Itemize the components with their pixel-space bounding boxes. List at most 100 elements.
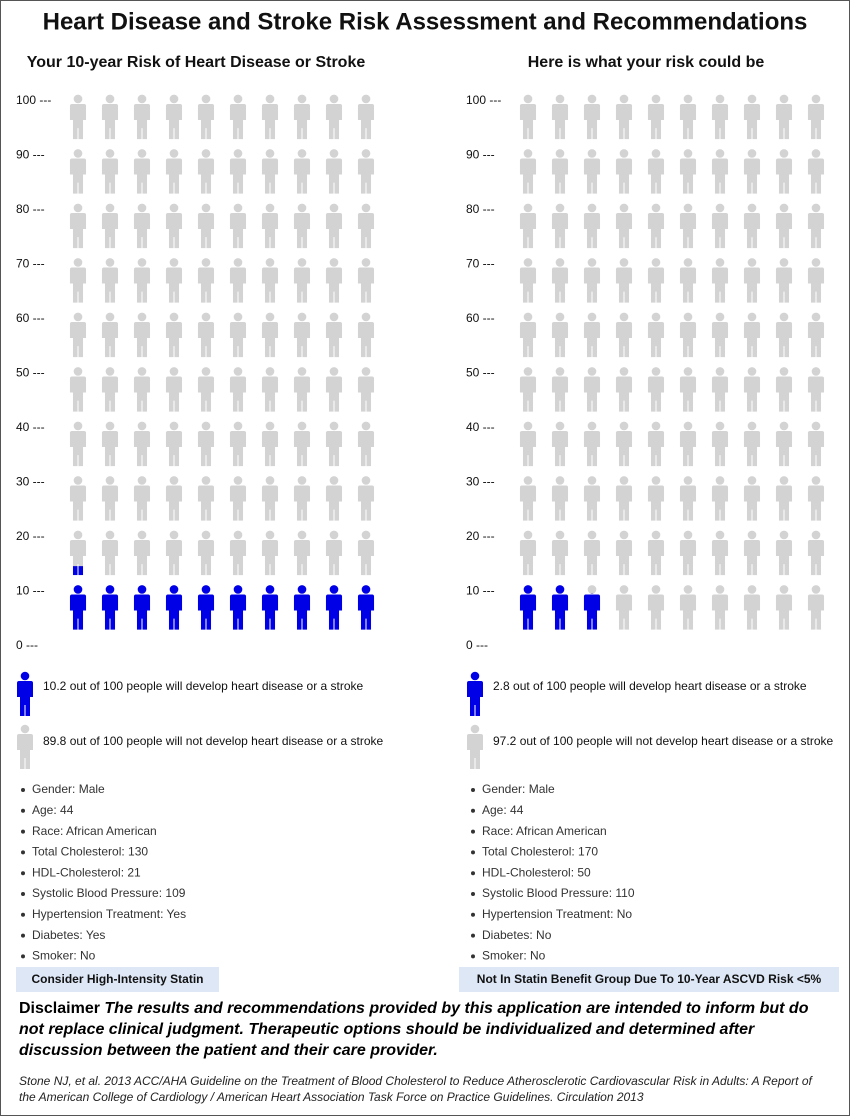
icon-body [325, 321, 343, 358]
icon-head [683, 312, 693, 322]
icon-body [133, 321, 151, 358]
icon-body [647, 158, 665, 194]
icon-head [73, 476, 83, 485]
icon-body [197, 539, 215, 576]
person-icon [711, 149, 729, 194]
icon-body [165, 594, 183, 630]
person-icon [101, 421, 119, 467]
person-icon [551, 94, 569, 140]
legend-label: 10.2 out of 100 people will develop hear… [43, 679, 364, 693]
icon-body [325, 158, 343, 194]
icon-head [587, 258, 597, 267]
person-icon [583, 258, 601, 303]
icon-head [233, 94, 243, 104]
icon-body [293, 594, 311, 630]
icon-body [679, 594, 697, 630]
icon-body [807, 376, 825, 412]
person-icon [101, 476, 119, 521]
person-icon [743, 421, 761, 467]
icon-body [551, 430, 569, 467]
icon-head [297, 476, 307, 485]
icon-head [233, 149, 243, 158]
icon-head [747, 94, 757, 104]
icon-body [807, 267, 825, 303]
icon-head [233, 530, 243, 540]
icon-head [779, 530, 789, 540]
icon-body [679, 321, 697, 358]
person-icon [101, 149, 119, 194]
icon-head [555, 258, 565, 267]
icon-body [261, 376, 279, 412]
icon-body [711, 321, 729, 358]
person-icon [72, 566, 84, 576]
y-tick-label: 40 --- [466, 420, 495, 434]
icon-head [811, 476, 821, 485]
icon-head [747, 367, 757, 376]
icon-head [361, 258, 371, 267]
icon-body [615, 594, 633, 630]
icon-head [137, 203, 147, 213]
icon-body [647, 267, 665, 303]
person-icon [229, 203, 247, 249]
person-icon [357, 94, 375, 140]
icon-body [293, 158, 311, 194]
icon-head [329, 94, 339, 104]
icon-body [69, 321, 87, 358]
person-icon [519, 312, 537, 358]
icon-head [169, 203, 179, 213]
icon-body [325, 594, 343, 630]
disclaimer-text: The results and recommendations provided… [19, 1000, 809, 1059]
person-icon [775, 203, 793, 249]
y-tick-label: 70 --- [466, 257, 495, 271]
icon-head [651, 585, 661, 594]
icon-head [470, 724, 480, 734]
icon-head [105, 94, 115, 104]
person-icon [615, 94, 633, 140]
icon-head [651, 94, 661, 104]
person-icon [519, 585, 537, 630]
icon-head [233, 421, 243, 431]
icon-head [715, 421, 725, 431]
person-icon [583, 94, 601, 140]
icon-body [743, 485, 761, 521]
bullet [471, 871, 475, 876]
icon-head [137, 367, 147, 376]
icon-body [807, 212, 825, 249]
icon-head [587, 476, 597, 485]
icon-body [807, 158, 825, 194]
person-icon [293, 530, 311, 576]
icon-head [779, 258, 789, 267]
detail-item: Total Cholesterol: 130 [32, 845, 148, 859]
person-icon [583, 312, 601, 358]
icon-head [329, 530, 339, 540]
icon-body [711, 267, 729, 303]
person-icon [229, 367, 247, 412]
icon-head [297, 312, 307, 322]
icon-body [679, 103, 697, 140]
icon-head [361, 312, 371, 322]
detail-item: Hypertension Treatment: No [482, 907, 632, 921]
person-icon [807, 476, 825, 521]
legend-label: 97.2 out of 100 people will not develop … [493, 734, 834, 748]
icon-body [583, 321, 601, 358]
person-icon [357, 149, 375, 194]
icon-head [779, 203, 789, 213]
icon-head [523, 585, 533, 594]
icon-body [133, 212, 151, 249]
icon-head [73, 203, 83, 213]
recommendation-box [459, 967, 839, 992]
person-icon [679, 149, 697, 194]
y-tick-label: 70 --- [16, 257, 45, 271]
icon-head [361, 530, 371, 540]
person-icon [69, 203, 87, 249]
person-icon [293, 94, 311, 140]
icon-head [587, 421, 597, 431]
person-icon [583, 476, 601, 521]
person-icon [293, 203, 311, 249]
icon-head [329, 421, 339, 431]
person-icon [647, 149, 665, 194]
icon-head [105, 258, 115, 267]
person-icon [711, 530, 729, 576]
person-icon [711, 312, 729, 358]
person-icon [647, 476, 665, 521]
